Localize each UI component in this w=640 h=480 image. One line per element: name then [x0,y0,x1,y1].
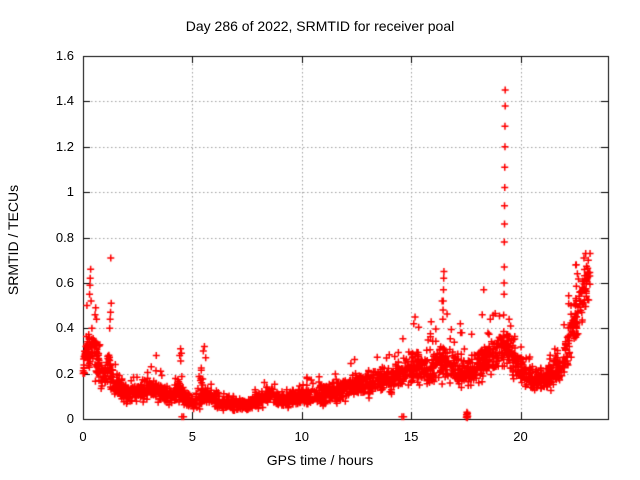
y-tick-label: 0.8 [55,229,74,245]
x-tick-label: 5 [188,429,196,444]
x-axis-label: GPS time / hours [266,452,374,468]
y-tick-label: 1.6 [55,48,74,63]
y-tick-label: 1.2 [55,138,74,154]
x-tick-label: 20 [513,429,528,444]
x-tick-label: 0 [79,429,87,444]
y-tick-label: 1 [66,184,74,200]
x-tick-label: 15 [403,429,419,444]
y-tick-label: 1.4 [55,93,74,109]
chart-title: Day 286 of 2022, SRMTID for receiver poa… [185,18,455,34]
y-tick-label: 0.2 [55,365,74,381]
y-tick-label: 0.4 [55,320,74,336]
y-tick-label: 0.6 [55,274,74,290]
y-tick-label: 0 [66,411,74,426]
x-tick-label: 10 [294,429,309,444]
